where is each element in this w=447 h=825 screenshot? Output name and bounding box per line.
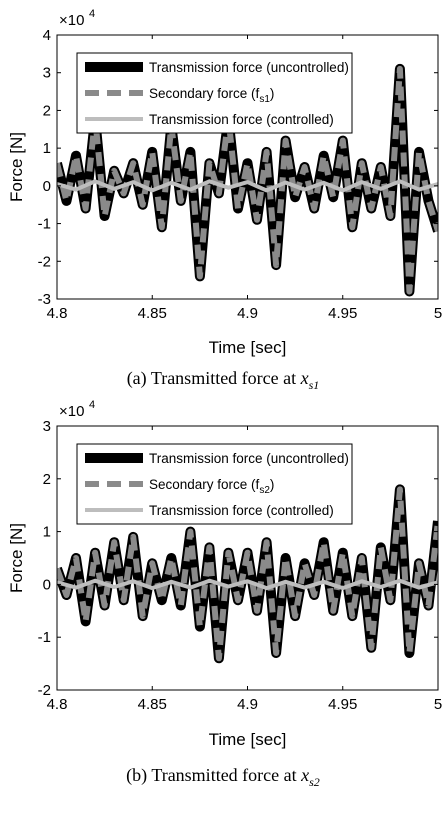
y-tick-label: 0: [43, 576, 51, 593]
x-tick-label: 4.85: [138, 305, 167, 322]
x-tick-label: 4.8: [47, 696, 68, 713]
exponent-label: ×10: [59, 403, 84, 420]
y-tick-label: 2: [43, 102, 51, 119]
y-tick-label: -2: [38, 253, 51, 270]
exponent-power: 4: [89, 399, 95, 411]
series-line-3: [57, 578, 438, 591]
y-tick-label: 1: [43, 524, 51, 541]
x-tick-label: 5: [434, 696, 442, 713]
y-tick-label: -1: [38, 629, 51, 646]
legend-label-1: Transmission force (uncontrolled): [149, 451, 349, 466]
series-line-2: [57, 486, 438, 662]
y-tick-label: 3: [43, 418, 51, 435]
x-axis-label: Time [sec]: [209, 730, 287, 749]
legend-label-1: Transmission force (uncontrolled): [149, 60, 349, 75]
y-tick-label: 0: [43, 178, 51, 195]
legend: Transmission force (uncontrolled) Seconda…: [76, 52, 353, 134]
y-tick-label: 2: [43, 471, 51, 488]
x-axis-label: Time [sec]: [209, 338, 287, 357]
y-axis-label: Force [N]: [7, 132, 26, 202]
legend-label-2: Secondary force (fs2): [149, 477, 274, 496]
x-tick-label: 4.9: [237, 696, 258, 713]
exponent-power: 4: [89, 8, 95, 20]
legend-label-3: Transmission force (controlled): [149, 503, 334, 518]
y-tick-label: -3: [38, 291, 51, 308]
x-tick-label: 4.85: [138, 696, 167, 713]
figure-caption: (b) Transmitted force at xs2: [126, 765, 320, 789]
y-tick-label: -1: [38, 216, 51, 233]
chart-panel-2: -2 -1 0 1 2 3 4.8 4.85 4.9 4.95 5 ×10 4 Time [sec] For…: [7, 399, 442, 789]
legend-label-2: Secondary force (fs1): [149, 86, 274, 105]
chart-panel-1: -3 -2 -1 0 1 2 3 4 4.8 4.85 4.9 4.95 5 ×10 4 Time [sec]…: [7, 8, 442, 392]
x-tick-label: 4.9: [237, 305, 258, 322]
legend-label-3: Transmission force (controlled): [149, 112, 334, 127]
y-tick-label: 1: [43, 140, 51, 157]
x-tick-label: 5: [434, 305, 442, 322]
series-group: [57, 63, 438, 297]
x-tick-label: 4.8: [47, 305, 68, 322]
x-tick-label: 4.95: [328, 305, 357, 322]
y-tick-label: 3: [43, 65, 51, 82]
y-axis-label: Force [N]: [7, 523, 26, 593]
figure-caption: (a) Transmitted force at xs1: [127, 368, 320, 392]
exponent-label: ×10: [59, 12, 84, 29]
series-group: [57, 484, 438, 664]
legend: Transmission force (uncontrolled) Seconda…: [76, 443, 353, 525]
x-tick-label: 4.95: [328, 696, 357, 713]
y-tick-label: 4: [43, 27, 51, 44]
series-line-3: [57, 179, 438, 193]
y-tick-label: -2: [38, 682, 51, 699]
